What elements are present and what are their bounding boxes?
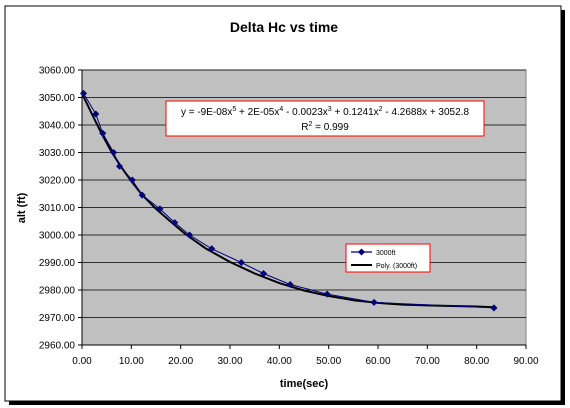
data-point-3000ft bbox=[99, 129, 107, 137]
eq-sup-4: 2 bbox=[379, 106, 383, 113]
x-tick-label: 20.00 bbox=[168, 356, 193, 367]
x-tick-label: 30.00 bbox=[217, 356, 242, 367]
gridlines bbox=[82, 69, 526, 318]
data-point-3000ft bbox=[286, 280, 294, 289]
data-point-3000ft bbox=[259, 269, 268, 278]
data-point-3000ft bbox=[237, 258, 245, 267]
data-point-3000ft bbox=[110, 148, 118, 157]
chart-title: Delta Hc vs time bbox=[230, 19, 338, 35]
y-tick-label: 2990.00 bbox=[39, 258, 76, 269]
x-tick-label: 80.00 bbox=[464, 356, 489, 367]
x-tick-label: 40.00 bbox=[267, 356, 292, 367]
data-point-3000ft bbox=[490, 304, 498, 312]
data-point-3000ft bbox=[79, 89, 88, 97]
axes bbox=[78, 69, 527, 349]
y-tick-label: 2960.00 bbox=[39, 341, 76, 352]
trendline-equation-box bbox=[165, 100, 485, 137]
x-tick-label: 50.00 bbox=[316, 356, 341, 367]
x-tick-label: 10.00 bbox=[119, 356, 144, 367]
eq-part-5: - 4.2688x + 3052.8 bbox=[383, 107, 470, 118]
x-tick-labels: 0.00 10.00 20.00 30.00 40.00 50.00 60.00 70.00 8… bbox=[72, 356, 539, 367]
r-squared-label: R2 = 0.999 bbox=[301, 121, 349, 133]
eq-sup-1: 5 bbox=[232, 106, 236, 113]
eq-part-2: + 2E-05x bbox=[236, 107, 279, 118]
trendline-equation: y = -9E-08x5 + 2E-05x4 - 0.0023x3 + 0.12… bbox=[181, 106, 470, 118]
r-sup: 2 bbox=[308, 121, 312, 128]
r-part: R bbox=[301, 122, 308, 133]
eq-part-3: - 0.0023x bbox=[283, 107, 327, 118]
y-tick-label: 2970.00 bbox=[39, 313, 76, 324]
y-tick-label: 3030.00 bbox=[39, 148, 76, 159]
eq-sup-2: 4 bbox=[279, 106, 283, 113]
data-point-3000ft bbox=[370, 298, 378, 306]
y-tick-label: 3000.00 bbox=[39, 231, 76, 242]
y-tick-label: 3020.00 bbox=[39, 176, 76, 187]
data-point-3000ft bbox=[128, 176, 136, 184]
legend-label-poly: Poly. (3000ft) bbox=[376, 263, 417, 270]
legend-label-3000ft: 3000ft bbox=[376, 250, 396, 257]
eq-part-4: + 0.1241x bbox=[332, 107, 379, 118]
r-end: = 0.999 bbox=[312, 122, 349, 133]
x-tick-label: 0.00 bbox=[72, 356, 92, 367]
y-tick-label: 2980.00 bbox=[39, 286, 76, 297]
y-tick-label: 3040.00 bbox=[39, 121, 76, 132]
legend bbox=[345, 243, 431, 273]
y-tick-labels: 2960.00 2970.00 2980.00 2990.00 3000.00 3010.… bbox=[39, 66, 76, 352]
data-point-3000ft bbox=[115, 162, 124, 170]
data-point-3000ft bbox=[323, 290, 331, 298]
data-point-3000ft bbox=[185, 231, 194, 239]
x-tick-label: 60.00 bbox=[365, 356, 390, 367]
data-point-3000ft bbox=[92, 110, 100, 118]
y-tick-label: 3060.00 bbox=[39, 66, 76, 77]
x-tick-label: 90.00 bbox=[513, 356, 538, 367]
x-tick-label: 70.00 bbox=[415, 356, 440, 367]
legend-swatch-3000ft-marker bbox=[357, 248, 366, 256]
y-tick-label: 3010.00 bbox=[39, 203, 76, 214]
y-tick-label: 3050.00 bbox=[39, 93, 76, 104]
x-axis-label: time(sec) bbox=[280, 378, 329, 390]
y-axis-label: alt (ft) bbox=[16, 192, 28, 223]
eq-part-1: y = -9E-08x bbox=[181, 107, 232, 118]
eq-sup-3: 3 bbox=[328, 106, 332, 113]
